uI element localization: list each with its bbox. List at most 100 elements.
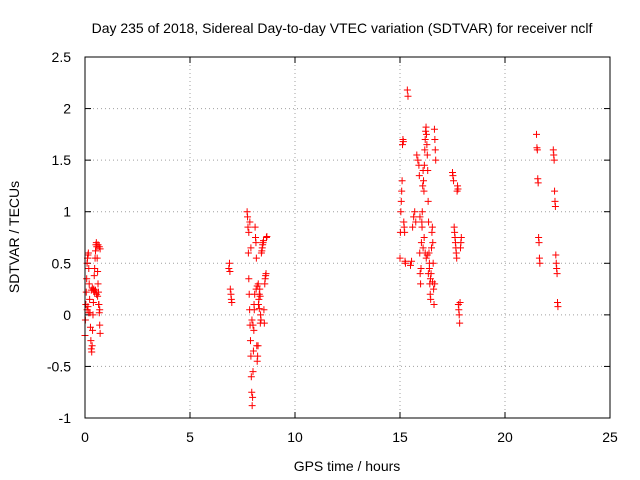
data-point <box>248 388 256 396</box>
data-point <box>431 136 439 144</box>
data-point <box>409 223 417 231</box>
data-point <box>552 251 560 259</box>
data-point <box>226 285 234 293</box>
x-tick-label: 10 <box>287 429 303 445</box>
data-point <box>416 270 424 278</box>
data-point <box>249 393 257 401</box>
data-point <box>428 223 436 231</box>
data-point <box>226 268 234 276</box>
data-point <box>247 373 255 381</box>
data-point <box>551 203 559 211</box>
data-point <box>420 161 428 169</box>
data-point <box>554 303 562 311</box>
data-point <box>424 270 432 278</box>
x-tick-label: 25 <box>602 429 618 445</box>
data-point <box>94 268 102 276</box>
data-point <box>455 311 463 319</box>
data-point <box>90 272 98 280</box>
data-point <box>535 239 543 247</box>
data-point <box>260 306 268 314</box>
y-tick-label: 0 <box>63 307 71 323</box>
data-point <box>450 177 458 185</box>
data-point <box>404 92 412 100</box>
y-tick-label: 0.5 <box>52 255 72 271</box>
data-point <box>252 285 260 293</box>
data-point <box>250 301 258 309</box>
data-point <box>456 319 464 327</box>
data-point <box>256 292 264 300</box>
data-point <box>254 342 262 350</box>
data-point <box>410 213 418 221</box>
x-tick-label: 20 <box>497 429 513 445</box>
data-point <box>256 319 264 327</box>
data-point <box>249 368 257 376</box>
data-point <box>254 280 262 288</box>
data-point <box>248 316 256 324</box>
data-point <box>423 251 431 259</box>
data-point <box>249 347 257 355</box>
data-point <box>429 239 437 247</box>
data-point <box>85 264 93 272</box>
data-point <box>244 249 252 257</box>
data-point <box>423 151 431 159</box>
data-point <box>244 213 252 221</box>
data-point <box>92 247 99 255</box>
data-point <box>95 301 103 309</box>
data-point <box>263 232 271 240</box>
data-point <box>96 329 104 337</box>
data-point <box>262 270 270 278</box>
data-point <box>252 254 260 262</box>
data-point <box>397 197 405 205</box>
data-point <box>553 270 561 278</box>
data-point <box>431 146 439 154</box>
data-point <box>89 311 97 319</box>
data-point <box>247 352 255 360</box>
data-point <box>249 321 257 329</box>
data-point <box>431 280 439 288</box>
x-axis-label: GPS time / hours <box>294 458 401 474</box>
data-point <box>251 223 259 231</box>
x-tick-label: 15 <box>392 429 408 445</box>
y-tick-label: 1.5 <box>52 152 72 168</box>
axes: 0 5 10 15 20 25 -1 -0.5 0 0.5 1 1.5 2 2.5 <box>47 49 618 445</box>
data-point <box>536 259 544 267</box>
data-point <box>422 130 430 138</box>
data-point <box>415 172 423 180</box>
data-point <box>417 239 425 247</box>
data-point <box>246 337 254 345</box>
data-point <box>422 254 430 262</box>
data-point <box>260 237 267 245</box>
data-point <box>87 337 95 345</box>
data-point <box>533 130 540 138</box>
y-tick-label: -0.5 <box>47 358 71 374</box>
data-point <box>248 402 256 410</box>
y-tick-label: 1 <box>63 204 71 220</box>
data-point <box>414 156 422 164</box>
data-point <box>449 172 457 180</box>
data-point <box>403 86 411 94</box>
data-point <box>92 286 99 294</box>
data-point <box>250 326 258 334</box>
data-point <box>430 301 438 309</box>
chart-title: Day 235 of 2018, Sidereal Day-to-day VTE… <box>92 20 593 36</box>
x-tick-label: 0 <box>81 429 89 445</box>
data-point <box>398 187 406 195</box>
data-point <box>252 239 260 247</box>
data-point <box>225 259 233 267</box>
data-point <box>417 280 425 288</box>
grid-lines <box>85 57 610 418</box>
data-point <box>534 179 542 187</box>
data-point <box>424 166 432 174</box>
y-tick-label: 2.5 <box>52 49 72 65</box>
data-point <box>418 223 426 231</box>
data-point <box>401 228 409 236</box>
data-point <box>86 295 94 303</box>
data-point <box>453 254 461 262</box>
data-point <box>94 292 102 300</box>
data-point <box>420 177 428 185</box>
data-point <box>412 218 420 226</box>
data-point <box>85 309 93 317</box>
data-point <box>430 285 438 293</box>
data-point <box>88 348 96 356</box>
plot-border <box>84 56 611 419</box>
